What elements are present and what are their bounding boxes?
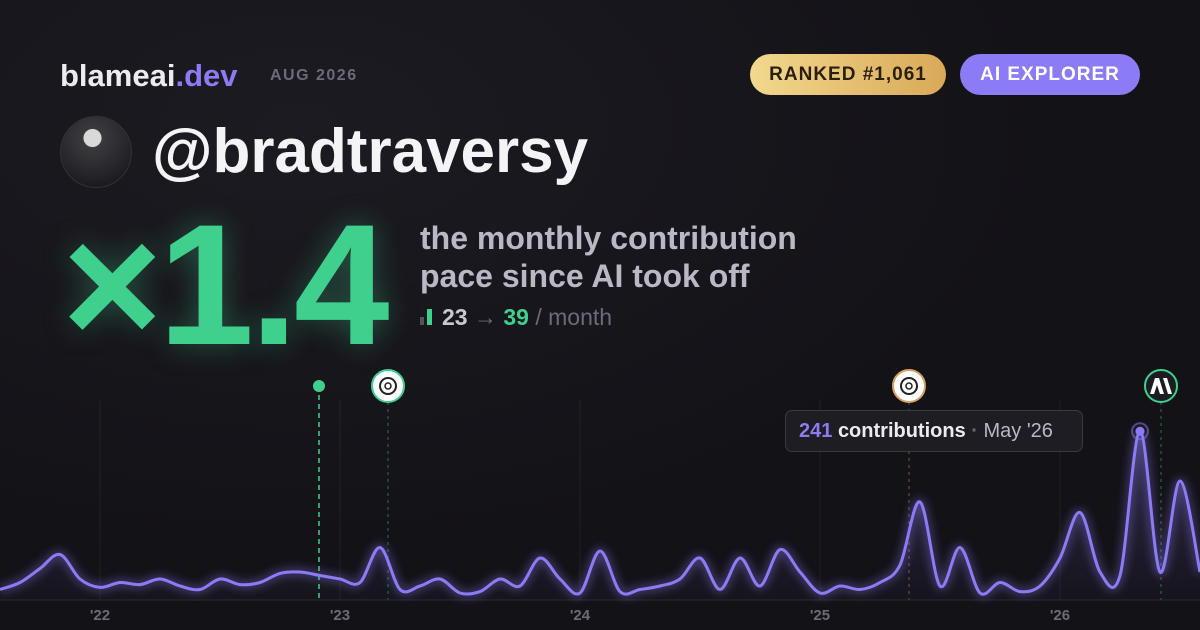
- handle: @bradtraversy: [152, 117, 589, 186]
- peak-ring: [1131, 422, 1149, 441]
- tier-badge: AI EXPLORER: [960, 54, 1140, 95]
- brand-name: blameai: [60, 58, 176, 93]
- brand-tld: .dev: [175, 58, 238, 93]
- line: [0, 429, 1200, 596]
- unit: / month: [535, 304, 613, 330]
- anthropic-icon: [1144, 369, 1178, 403]
- tooltip-label: contributions: [837, 420, 966, 442]
- caption-line: pace since AI took off: [420, 258, 750, 294]
- after-bar: [427, 309, 432, 325]
- peak-dot: [1135, 426, 1145, 436]
- rank-badge: RANKED #1,061: [750, 54, 946, 95]
- before-bar: [420, 317, 424, 325]
- pace: 23 → 39 / month: [420, 304, 612, 331]
- brand: blameai.dev: [60, 58, 237, 94]
- area: [0, 431, 1200, 600]
- multiplier: ×1.4: [62, 189, 390, 381]
- x-tick-label: '26: [1050, 607, 1070, 624]
- tooltip-sep: ·: [971, 420, 978, 442]
- caption-line: the monthly contribution: [420, 220, 797, 256]
- x-tick-label: '25: [810, 607, 830, 624]
- event-dot: [313, 380, 325, 392]
- openai-icon: [371, 369, 405, 403]
- after: 39: [503, 304, 529, 330]
- x-tick-label: '24: [570, 607, 591, 624]
- x-tick-label: '22: [90, 607, 110, 624]
- avatar: [60, 116, 132, 188]
- date: AUG 2026: [270, 67, 358, 84]
- openai-icon: [892, 369, 926, 403]
- tooltip: 241 contributions · May '26: [785, 410, 1083, 452]
- before: 23: [442, 304, 468, 330]
- x-tick-label: '23: [330, 607, 350, 624]
- tooltip-month: May '26: [983, 420, 1053, 442]
- tooltip-value: 241: [799, 420, 833, 442]
- arrow: →: [473, 304, 497, 330]
